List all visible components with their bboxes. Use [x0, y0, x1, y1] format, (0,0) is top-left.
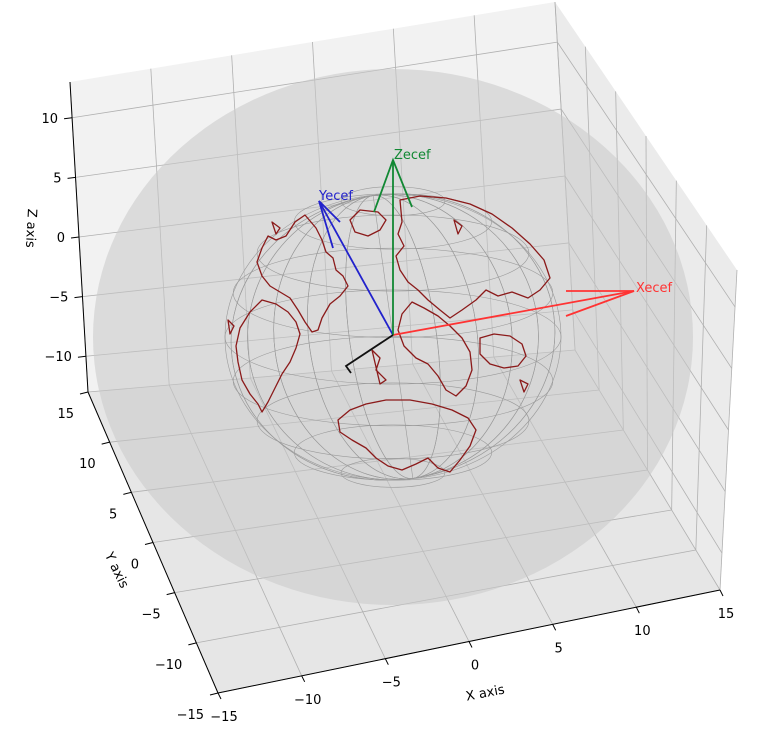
- coastlines: [227, 195, 551, 473]
- y-tick: [79, 391, 89, 395]
- x-tick-label: 0: [471, 659, 479, 674]
- z-tick-label: 5: [53, 171, 61, 186]
- y-tick-label: 0: [131, 558, 139, 573]
- outer-sphere-surface: [93, 69, 693, 605]
- origin-marker: [344, 334, 394, 374]
- vector-x-arrowhead: [565, 290, 635, 317]
- x-tick-label: −15: [210, 710, 237, 725]
- globe-parallel: [232, 336, 554, 427]
- x-tick-label: 15: [718, 607, 735, 622]
- y-tick: [166, 592, 175, 596]
- vector-y-label: Yecef: [318, 189, 353, 204]
- x-tick: [217, 692, 222, 700]
- x-axis-label: X axis: [465, 682, 506, 704]
- x-tick: [301, 675, 306, 683]
- z-tick-label: −10: [44, 350, 71, 365]
- z-tick: [77, 355, 86, 358]
- tick-labels: −15 −10 −5 0 5 10 15 −15 −10 −5 0 5 10 15 −10 −5 0 5 10: [42, 112, 735, 725]
- y-tick-label: −10: [155, 658, 182, 673]
- vector-x-label: Xecef: [636, 281, 672, 296]
- y-tick: [101, 441, 110, 445]
- coastline-antarctica: [337, 399, 477, 473]
- z-tick: [74, 296, 83, 299]
- y-tick: [144, 542, 154, 545]
- z-tick-label: 0: [57, 231, 65, 246]
- globe-parallel: [256, 382, 530, 460]
- vector-z-label: Zecef: [394, 148, 431, 163]
- z-tick-label: 10: [42, 112, 59, 127]
- globe-parallel: [340, 457, 446, 488]
- outer-sphere: [93, 69, 693, 605]
- vector-x-shaft: [392, 290, 635, 336]
- vector-z: [373, 157, 413, 335]
- y-tick: [209, 692, 219, 696]
- globe-meridian: [230, 193, 556, 481]
- x-tick: [719, 589, 724, 597]
- x-tick-label: −10: [294, 693, 321, 708]
- x-tick-label: −5: [382, 676, 401, 691]
- coastline-islands: [227, 219, 529, 393]
- coastline-south-america: [235, 299, 301, 413]
- vector-y: [318, 200, 394, 336]
- x-tick: [552, 624, 557, 631]
- x-tick: [384, 658, 389, 665]
- y-tick-label: −5: [141, 608, 160, 623]
- y-tick: [188, 642, 197, 646]
- y-axis-label: Y axis: [101, 549, 132, 591]
- z-tick: [67, 176, 76, 179]
- z-tick-label: −5: [49, 291, 68, 306]
- coastline-eurasia: [395, 195, 551, 319]
- y-tick: [123, 491, 132, 495]
- y-tick-label: 10: [79, 457, 96, 472]
- z-tick: [70, 236, 80, 239]
- y-tick-label: −15: [177, 708, 204, 723]
- y-tick-label: 15: [57, 407, 74, 422]
- coastline-africa: [397, 301, 473, 397]
- vector-y-shaft: [318, 200, 394, 336]
- z-tick: [64, 117, 73, 120]
- x-tick-label: 5: [555, 641, 563, 656]
- coastline-north-america: [256, 214, 349, 333]
- z-axis-label: Z axis: [22, 208, 39, 248]
- vector-x: [392, 290, 635, 336]
- coastline-australia: [479, 333, 527, 369]
- y-tick-label: 5: [109, 507, 117, 522]
- globe-parallel: [293, 424, 493, 481]
- x-tick-label: 10: [634, 624, 651, 639]
- x-tick: [635, 606, 640, 614]
- vector-y-arrowhead: [318, 200, 341, 249]
- tick-marks: [64, 117, 724, 700]
- coastline-greenland: [349, 209, 387, 237]
- vector-z-arrowhead: [373, 157, 413, 213]
- x-tick: [468, 641, 473, 648]
- z-gridline-side: [556, 41, 736, 308]
- origin-marker-line: [344, 334, 394, 374]
